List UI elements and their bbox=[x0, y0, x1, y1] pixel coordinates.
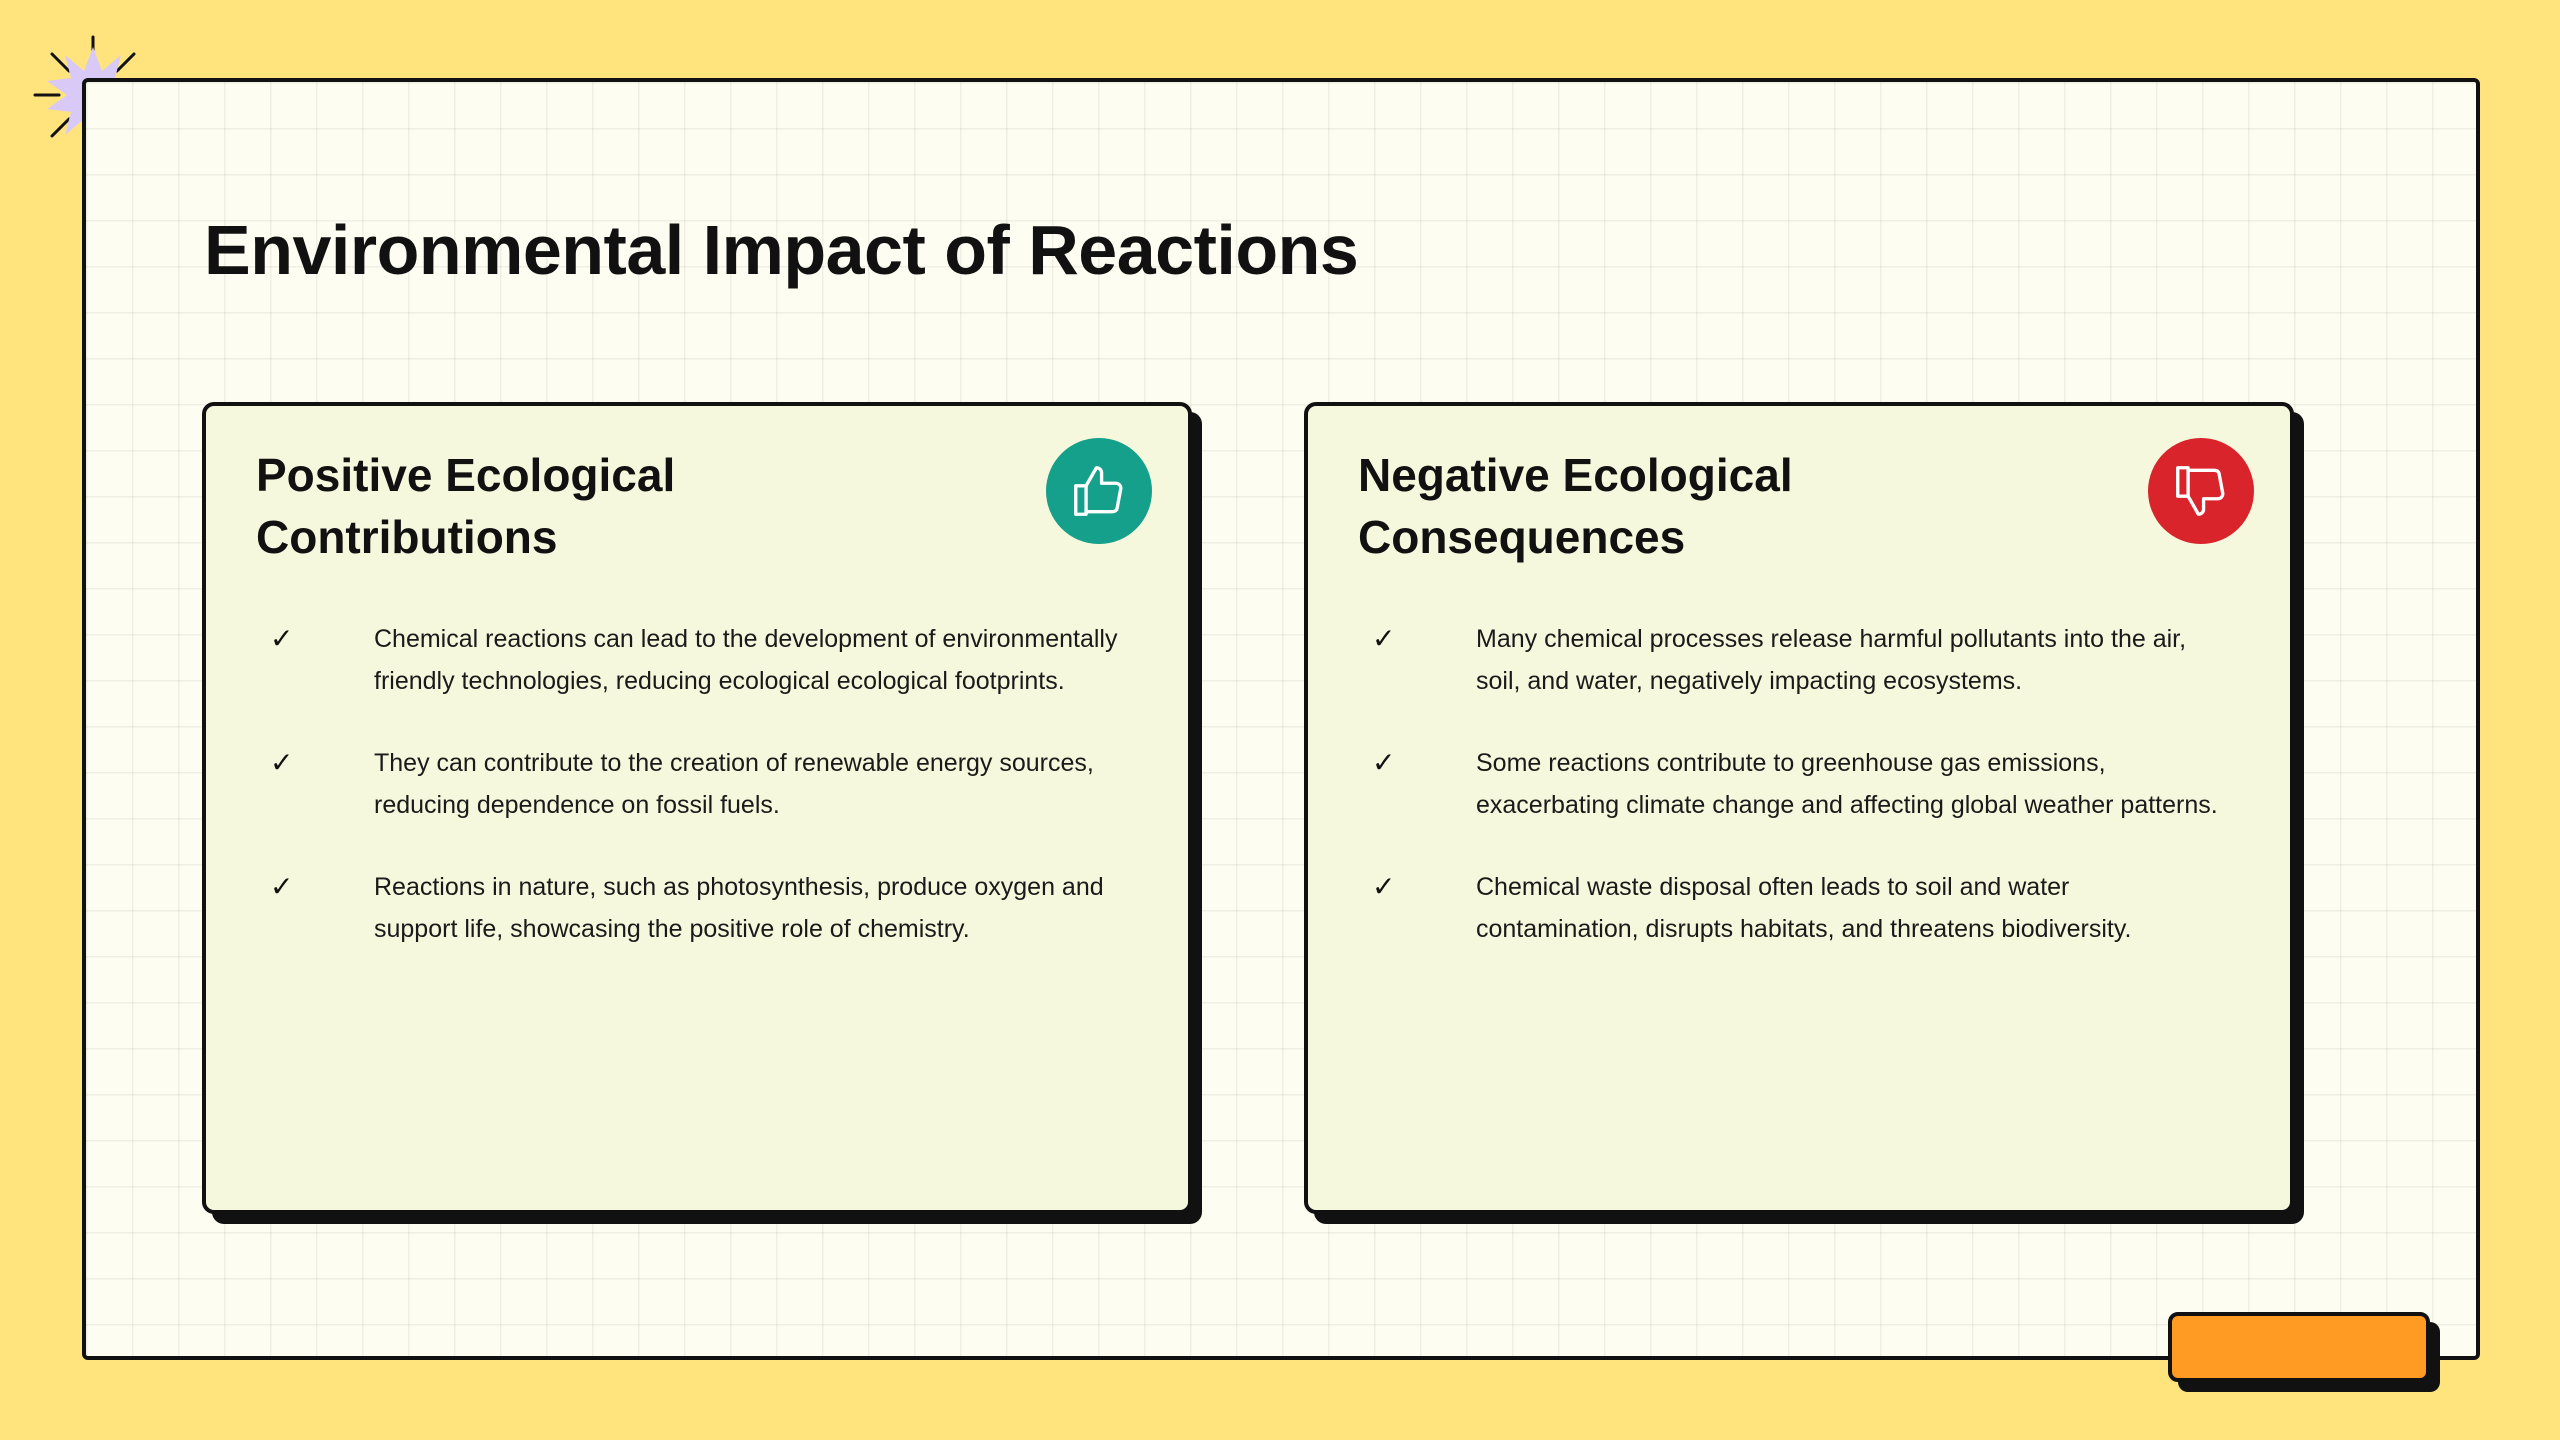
check-icon: ✓ bbox=[270, 622, 294, 655]
list-item: ✓ Chemical waste disposal often leads to… bbox=[1368, 866, 2228, 950]
accent-tab bbox=[2168, 1312, 2430, 1382]
thumbs-up-icon bbox=[1046, 438, 1152, 544]
list-item: ✓ Many chemical processes release harmfu… bbox=[1368, 618, 2228, 702]
list-item-text: Some reactions contribute to greenhouse … bbox=[1476, 749, 2218, 819]
check-icon: ✓ bbox=[270, 870, 294, 903]
list-item-text: Reactions in nature, such as photosynthe… bbox=[374, 873, 1104, 943]
list-item: ✓ Chemical reactions can lead to the dev… bbox=[266, 618, 1126, 702]
negative-card: Negative Ecological Consequences ✓ Many … bbox=[1304, 402, 2294, 1214]
positive-card: Positive Ecological Contributions ✓ Chem… bbox=[202, 402, 1192, 1214]
list-item: ✓ Reactions in nature, such as photosynt… bbox=[266, 866, 1126, 950]
check-icon: ✓ bbox=[1372, 746, 1396, 779]
card-title: Positive Ecological Contributions bbox=[256, 449, 676, 563]
page-title: Environmental Impact of Reactions bbox=[204, 211, 1359, 289]
check-icon: ✓ bbox=[270, 746, 294, 779]
list-item: ✓ They can contribute to the creation of… bbox=[266, 742, 1126, 826]
negative-list: ✓ Many chemical processes release harmfu… bbox=[1368, 618, 2228, 990]
thumbs-down-icon bbox=[2148, 438, 2254, 544]
list-item-text: Chemical reactions can lead to the devel… bbox=[374, 625, 1118, 695]
check-icon: ✓ bbox=[1372, 622, 1396, 655]
list-item-text: Many chemical processes release harmful … bbox=[1476, 625, 2187, 695]
positive-list: ✓ Chemical reactions can lead to the dev… bbox=[266, 618, 1126, 990]
check-icon: ✓ bbox=[1372, 870, 1396, 903]
list-item-text: They can contribute to the creation of r… bbox=[374, 749, 1094, 819]
list-item: ✓ Some reactions contribute to greenhous… bbox=[1368, 742, 2228, 826]
card-title: Negative Ecological Consequences bbox=[1358, 449, 1793, 563]
list-item-text: Chemical waste disposal often leads to s… bbox=[1476, 873, 2132, 943]
